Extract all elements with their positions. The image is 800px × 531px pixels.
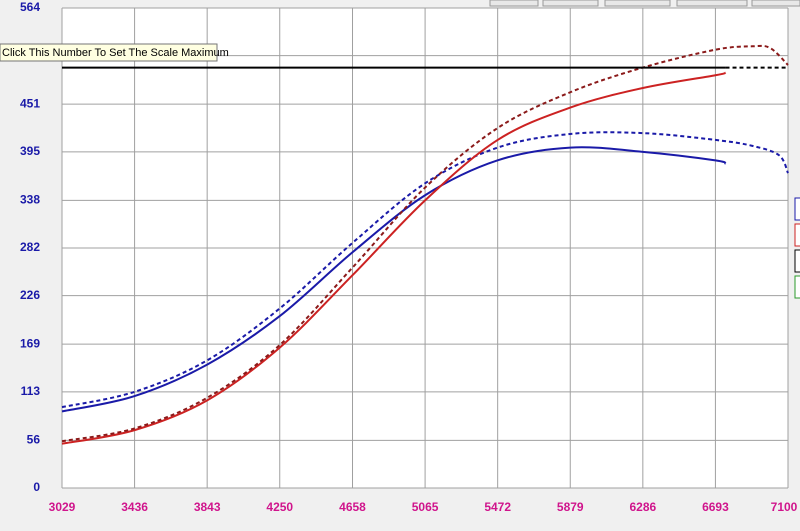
button[interactable] [489,0,539,7]
y-tick-label: 169 [20,336,40,350]
y-tick-label: 451 [20,96,40,110]
x-tick-label: 7100 [771,500,798,514]
legend-box[interactable] [794,275,800,299]
x-tick-label: 4250 [266,500,293,514]
button[interactable] [751,0,800,7]
series-line [61,44,789,443]
legend-box[interactable] [794,249,800,273]
x-tick-label: 3436 [121,500,148,514]
x-tick-label: 4658 [339,500,366,514]
button[interactable] [676,0,748,7]
series-line [61,146,727,413]
y-tick-label: 0 [33,480,40,494]
legend-box[interactable] [794,223,800,247]
y-tick-label: 395 [20,144,40,158]
legend-box[interactable] [794,197,800,221]
y-tick-label: 282 [20,240,40,254]
x-tick-label: 5065 [412,500,439,514]
y-tick-label: 226 [20,288,40,302]
x-tick-label: 6286 [629,500,656,514]
tooltip-box [0,43,218,62]
tooltip: Click This Number To Set The Scale Maxim… [0,43,229,62]
y-tick-label: 564 [20,0,40,14]
x-tick-label: 3029 [49,500,76,514]
y-tick-label: 56 [27,433,41,447]
y-tick-label: 113 [21,384,41,398]
x-tick-label: 5879 [557,500,584,514]
y-tick-label: 338 [20,193,40,207]
button[interactable] [604,0,671,7]
series-line [61,71,727,445]
x-tick-label: 6693 [702,500,729,514]
x-tick-label: 5472 [484,500,511,514]
button[interactable] [542,0,599,7]
x-tick-label: 3843 [194,500,221,514]
tooltip-text: Click This Number To Set The Scale Maxim… [2,47,229,59]
